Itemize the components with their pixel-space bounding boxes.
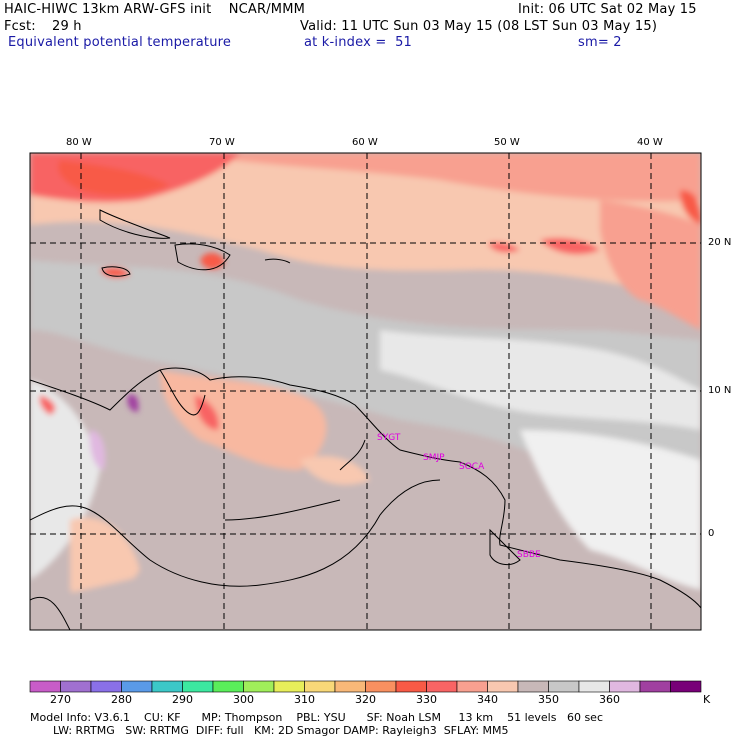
colorbar-label: 360: [599, 693, 620, 706]
colorbar-unit: K: [703, 693, 711, 706]
forecast-label: Fcst:: [4, 19, 36, 34]
station-sygt: SYGT: [377, 433, 401, 443]
lon-label-80w: 80 W: [66, 137, 92, 148]
colorbar-swatch: [426, 680, 458, 693]
station-smjp: SMJP: [423, 453, 445, 463]
colorbar-swatch: [365, 680, 397, 693]
field-name: Equivalent potential temperature: [8, 35, 232, 50]
colorbar-swatch: [243, 680, 275, 693]
lon-label-60w: 60 W: [352, 137, 378, 148]
colorbar-label: 330: [416, 693, 437, 706]
model-title: HAIC-HIWC 13km ARW-GFS init NCAR/MMM: [4, 2, 306, 17]
init-time: Init: 06 UTC Sat 02 May 15: [518, 2, 697, 17]
forecast-hour: 29 h: [52, 19, 82, 34]
physics-info-line: LW: RRTMG SW: RRTMG DIFF: full KM: 2D Sm…: [53, 724, 509, 737]
coastlines: [30, 209, 701, 630]
station-soca: SOCA: [459, 462, 485, 472]
colorbar: [29, 680, 702, 693]
lat-label-20n: 20 N: [708, 237, 732, 248]
colorbar-swatch: [60, 680, 92, 693]
colorbar-label: 340: [477, 693, 498, 706]
colorbar-swatch: [121, 680, 153, 693]
colorbar-label: 310: [294, 693, 315, 706]
smoothing: sm= 2: [578, 35, 622, 50]
colorbar-label: 300: [233, 693, 254, 706]
station-sbbe: SBBE: [517, 550, 541, 560]
colorbar-swatch: [151, 680, 183, 693]
lat-lon-grid: [30, 153, 701, 630]
colorbar-swatch: [548, 680, 580, 693]
shaded-field: [30, 153, 701, 630]
colorbar-swatch: [182, 680, 214, 693]
colorbar-swatch: [212, 680, 244, 693]
lat-label-eq: 0: [708, 528, 715, 539]
map-frame: [29, 152, 702, 631]
lon-label-50w: 50 W: [494, 137, 520, 148]
colorbar-label: 270: [50, 693, 71, 706]
valid-time: Valid: 11 UTC Sun 03 May 15 (08 LST Sun …: [300, 19, 658, 34]
colorbar-swatch: [578, 680, 610, 693]
colorbar-label: 320: [355, 693, 376, 706]
colorbar-swatch: [487, 680, 519, 693]
colorbar-swatch: [670, 680, 702, 693]
colorbar-swatch: [639, 680, 671, 693]
colorbar-label: 350: [538, 693, 559, 706]
lon-label-70w: 70 W: [209, 137, 235, 148]
lat-label-10n: 10 N: [708, 385, 732, 396]
colorbar-swatch: [334, 680, 366, 693]
colorbar-label: 280: [111, 693, 132, 706]
colorbar-label: 290: [172, 693, 193, 706]
colorbar-swatch: [517, 680, 549, 693]
colorbar-swatch: [29, 680, 61, 693]
colorbar-swatch: [456, 680, 488, 693]
model-info-line: Model Info: V3.6.1 CU: KF MP: Thompson P…: [30, 711, 603, 724]
colorbar-swatch: [304, 680, 336, 693]
colorbar-swatch: [90, 680, 122, 693]
colorbar-swatch: [273, 680, 305, 693]
colorbar-swatch: [395, 680, 427, 693]
vertical-level: at k-index = 51: [304, 35, 413, 50]
colorbar-swatch: [609, 680, 641, 693]
lon-label-40w: 40 W: [637, 137, 663, 148]
